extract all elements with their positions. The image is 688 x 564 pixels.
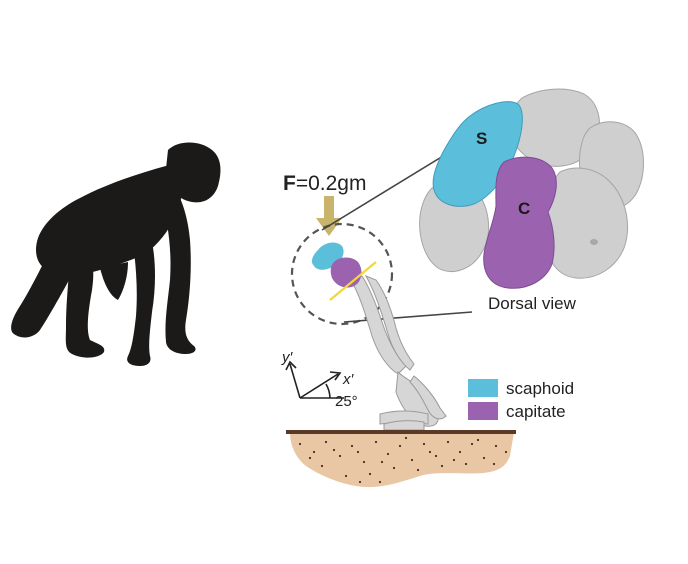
hamate-pit [590, 239, 598, 245]
x-axis-label: x′ [342, 371, 355, 388]
section-line [329, 261, 377, 301]
force-arrow [316, 196, 342, 236]
legend-swatch-scaphoid [468, 379, 498, 397]
dorsal-view-carpals: S C [419, 88, 644, 289]
forelimb-bones [351, 275, 447, 431]
ground [286, 430, 516, 488]
dorsal-view-label: Dorsal view [488, 294, 577, 313]
y-axis-label: y′ [281, 349, 294, 366]
scaphoid-letter: S [476, 129, 487, 148]
ground-soil [290, 432, 514, 488]
primate-silhouette [11, 142, 221, 366]
leader-line-bottom [343, 311, 473, 323]
legend-swatch-capitate [468, 402, 498, 420]
magnification-circle [290, 222, 394, 326]
capitate-letter: C [518, 199, 530, 218]
capitate-bone [483, 156, 557, 289]
angle-label: 25° [335, 393, 358, 410]
coordinate-axes [285, 360, 344, 399]
legend-label-scaphoid: scaphoid [506, 379, 574, 398]
legend-label-capitate: capitate [506, 402, 566, 421]
small-capitate-shape [330, 257, 362, 288]
soil-speckles [298, 436, 508, 484]
force-label: F=0.2gm [283, 172, 366, 195]
legend: scaphoid capitate [468, 379, 574, 421]
